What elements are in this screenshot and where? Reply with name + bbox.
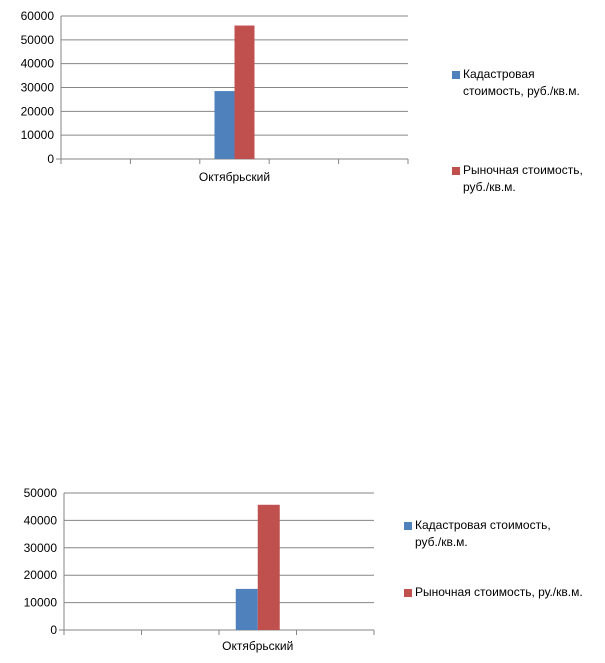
- legend-swatch: [404, 589, 412, 597]
- legend-label: Рыночная стоимость,: [463, 163, 583, 177]
- bar-market: [234, 25, 255, 160]
- bar-market: [257, 504, 280, 630]
- y-tick-label: 10000: [21, 128, 55, 142]
- x-category-label: Октябрьский: [199, 170, 270, 184]
- legend-swatch: [452, 71, 460, 79]
- x-category-label: Октябрьский: [222, 639, 293, 653]
- y-tick-label: 40000: [21, 57, 55, 71]
- y-tick-label: 50000: [24, 486, 58, 500]
- y-tick-label: 0: [47, 152, 54, 166]
- y-tick-label: 10000: [24, 596, 58, 610]
- y-tick-label: 0: [50, 623, 57, 637]
- legend-label: Кадастровая: [463, 67, 535, 81]
- y-tick-label: 30000: [21, 81, 55, 95]
- y-tick-label: 60000: [21, 9, 55, 23]
- y-tick-label: 50000: [21, 33, 55, 47]
- legend-label: стоимость, руб./кв.м.: [463, 84, 580, 98]
- legend-label: Кадастровая стоимость,: [415, 518, 551, 532]
- bar-cadastral: [214, 91, 235, 159]
- y-tick-label: 40000: [24, 513, 58, 527]
- y-tick-label: 20000: [24, 568, 58, 582]
- legend-swatch: [452, 167, 460, 175]
- y-tick-label: 30000: [24, 541, 58, 555]
- bar-cadastral: [235, 588, 258, 630]
- legend-label: руб./кв.м.: [415, 535, 468, 549]
- legend-label: руб./кв.м.: [463, 180, 516, 194]
- y-tick-label: 20000: [21, 104, 55, 118]
- legend-label: Рыночная стоимость, ру./кв.м.: [415, 585, 583, 599]
- legend-swatch: [404, 522, 412, 530]
